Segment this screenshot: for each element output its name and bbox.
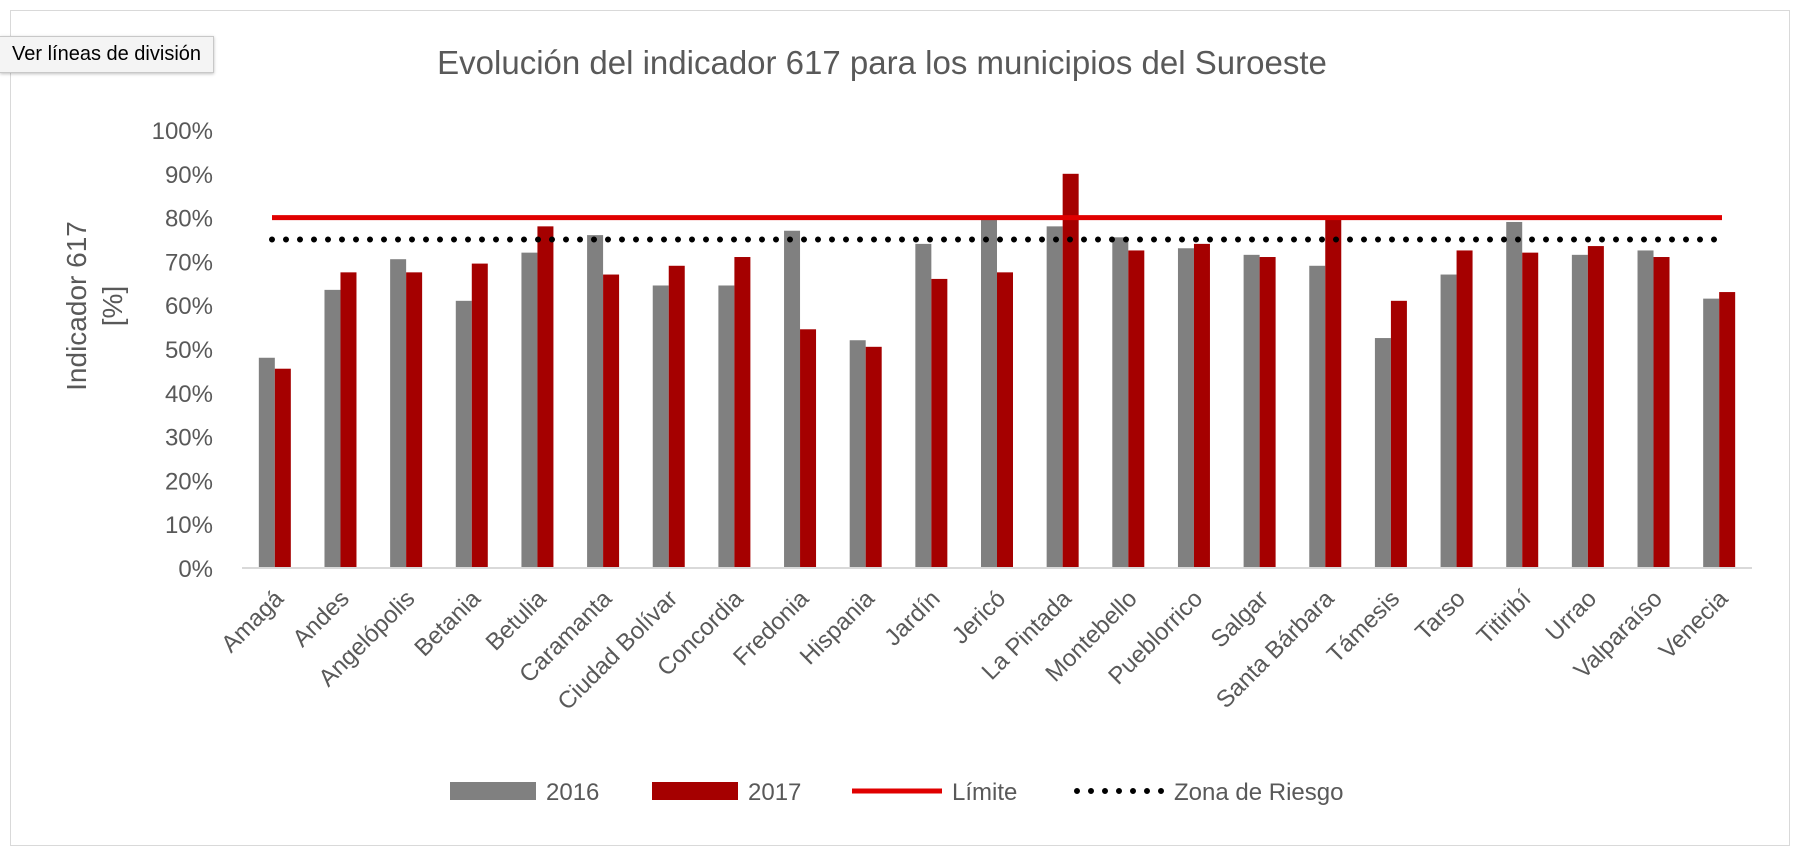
bar-2016 (849, 340, 866, 568)
bar-2017 (340, 272, 357, 568)
bar-2017 (800, 329, 817, 568)
y-tick-label: 60% (165, 293, 213, 320)
chart-title: Evolución del indicador 617 para los mun… (437, 44, 1327, 81)
bar-2016 (1506, 221, 1523, 569)
bar-2016 (521, 252, 538, 568)
x-category-label: Tarso (1410, 585, 1471, 646)
bar-2017 (1325, 217, 1342, 568)
x-axis-labels: AmagáAndesAngelópolisBetaniaBetuliaCaram… (216, 585, 1734, 716)
x-category-label: Hispania (795, 585, 881, 671)
bar-2017 (1390, 300, 1407, 568)
y-tick-label: 90% (165, 162, 213, 189)
x-category-label: Urrao (1541, 585, 1603, 647)
legend-swatch-2017 (652, 782, 738, 800)
bar-2017 (406, 272, 423, 568)
x-category-label: Jericó (947, 585, 1011, 649)
y-tick-label: 100% (152, 118, 213, 145)
bar-2016 (455, 300, 472, 568)
x-category-label: Betania (409, 585, 486, 662)
bar-2017 (1062, 173, 1079, 569)
bar-2016 (1571, 254, 1588, 568)
bar-2016 (390, 259, 407, 568)
x-category-label: Venecia (1654, 585, 1734, 665)
bars-group (258, 173, 1736, 569)
bar-2016 (258, 357, 275, 568)
bar-2016 (324, 289, 341, 568)
bar-2016 (915, 243, 932, 568)
bar-2017 (274, 368, 291, 568)
y-tick-label: 10% (165, 512, 213, 539)
x-category-label: Támesis (1322, 585, 1405, 668)
bar-2017 (1587, 246, 1604, 568)
bar-2017 (1193, 243, 1210, 568)
bar-2017 (1653, 257, 1670, 568)
bar-2016 (1177, 248, 1194, 568)
y-tick-label: 0% (178, 556, 213, 583)
y-tick-label: 20% (165, 468, 213, 495)
y-tick-label: 30% (165, 425, 213, 452)
bar-2017 (471, 263, 488, 568)
legend-label: Zona de Riesgo (1174, 779, 1343, 806)
bar-2017 (931, 278, 948, 568)
bar-2017 (1128, 250, 1145, 568)
bar-2016 (784, 230, 801, 569)
legend-label: Límite (952, 779, 1017, 806)
y-axis-title: Indicador 617 (61, 221, 92, 391)
legend-label: 2017 (748, 779, 801, 806)
bar-2016 (587, 235, 604, 568)
y-tick-label: 80% (165, 206, 213, 233)
bar-2016 (1637, 250, 1654, 568)
y-tick-label: 70% (165, 249, 213, 276)
bar-2017 (668, 265, 685, 568)
y-axis-unit: [%] (97, 286, 128, 326)
chart-frame (10, 10, 1790, 846)
bar-2016 (1440, 274, 1457, 568)
bar-2017 (1259, 257, 1276, 568)
x-category-label: Titiribí (1472, 585, 1537, 650)
bar-2016 (1309, 265, 1326, 568)
y-tick-label: 50% (165, 337, 213, 364)
bar-2016 (1112, 237, 1129, 568)
bar-2017 (865, 346, 882, 568)
reference-lines (269, 215, 1725, 243)
bar-2017 (537, 226, 554, 569)
gridlines-toggle-button[interactable]: Ver líneas de división (0, 36, 215, 73)
y-axis: 0% 10% 20% 30% 40% 50% 60% 70% 80% 90% 100% (152, 118, 213, 583)
bar-2016 (652, 285, 669, 568)
bar-2016 (1374, 338, 1391, 568)
bar-2017 (997, 272, 1013, 568)
legend-label: 2016 (546, 779, 599, 806)
bar-2016 (981, 217, 997, 568)
y-tick-label: 40% (165, 381, 213, 408)
bar-2016 (718, 285, 735, 568)
bar-2017 (1522, 252, 1539, 568)
bar-2017 (1456, 250, 1473, 568)
legend-swatch-2016 (450, 782, 536, 800)
legend: 2016 2017 Límite Zona de Riesgo (450, 779, 1343, 806)
x-category-label: Amagá (216, 585, 289, 658)
bar-2016 (1046, 226, 1063, 569)
bar-2017 (1719, 292, 1736, 568)
bar-2017 (734, 257, 751, 568)
bar-2016 (1703, 298, 1720, 568)
x-category-label: Santa Bárbara (1211, 585, 1340, 714)
bar-2017 (603, 274, 620, 568)
x-category-label: Jardín (879, 585, 945, 651)
bar-2016 (1243, 254, 1260, 568)
